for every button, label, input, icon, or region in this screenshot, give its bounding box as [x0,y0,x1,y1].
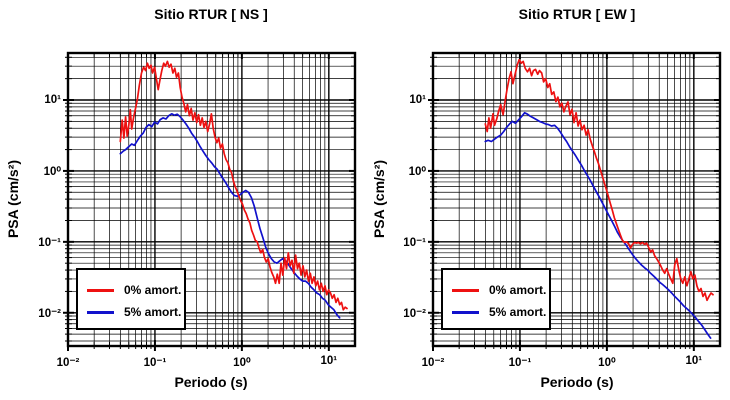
legend-item-5pct: 5% amort. [452,301,549,323]
legend-ns: 0% amort. 5% amort. [76,268,186,330]
x-tick-label: 10⁰ [233,357,251,369]
legend-item-5pct: 5% amort. [87,301,184,323]
legend-line-5pct [87,310,114,314]
legend-item-0pct: 0% amort. [87,279,184,301]
legend-line-0pct [87,288,114,292]
y-tick-label: 10¹ [409,94,426,106]
legend-item-0pct: 0% amort. [452,279,549,301]
series-line-5pct [119,112,341,319]
x-axis-label-ew: Periodo (s) [540,374,614,390]
legend-line-0pct [452,288,479,292]
x-tick-label: 10⁻¹ [508,357,532,369]
y-axis-label-ns: PSA (cm/s²) [5,159,21,239]
x-tick-label: 10¹ [685,355,703,367]
y-axis-label-ew: PSA (cm/s²) [371,159,387,239]
y-tick-label: 10⁰ [408,165,426,178]
y-tick-label: 10⁻² [38,307,61,320]
legend-label-0pct: 0% amort. [124,283,182,297]
plot-frame [66,51,357,348]
legend-ew: 0% amort. 5% amort. [441,268,551,330]
x-tick-label: 10⁻² [421,357,445,369]
plot-frame [431,51,722,348]
x-tick-label: 10⁻¹ [143,357,167,369]
y-tick-label: 10⁻¹ [38,236,61,249]
legend-label-5pct: 5% amort. [124,305,182,319]
y-tick-label: 10⁻² [403,307,426,320]
series-line-5pct [484,111,712,339]
legend-label-5pct: 5% amort. [489,305,547,319]
legend-line-5pct [452,310,479,314]
x-tick-label: 10¹ [320,355,338,367]
x-tick-label: 10⁻² [56,357,80,369]
y-tick-label: 10⁰ [43,165,61,178]
plot-title-ns: Sitio RTUR [ NS ] [154,6,268,22]
y-tick-label: 10¹ [44,94,61,106]
series-line-0pct [484,58,714,302]
plot-title-ew: Sitio RTUR [ EW ] [518,6,636,22]
series-line-0pct [119,60,348,311]
x-tick-label: 10⁰ [598,357,616,369]
x-axis-label-ns: Periodo (s) [174,374,248,390]
legend-label-0pct: 0% amort. [489,283,547,297]
y-tick-label: 10⁻¹ [403,236,426,249]
